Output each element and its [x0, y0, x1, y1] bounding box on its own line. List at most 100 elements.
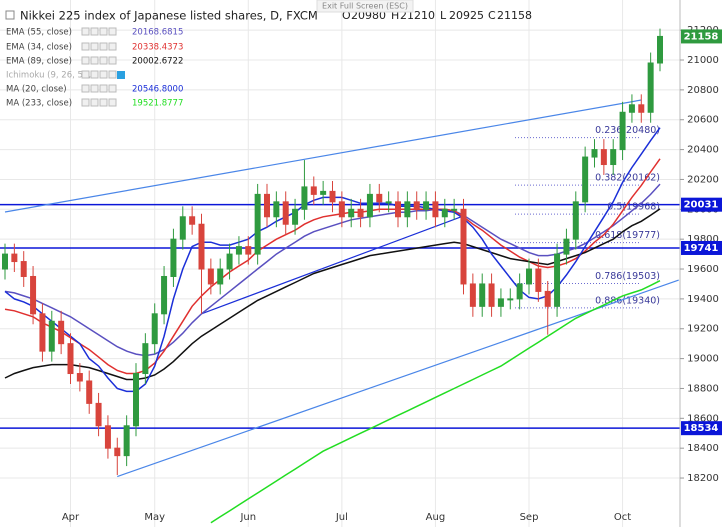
candle-body — [104, 425, 111, 449]
legend-icon[interactable] — [90, 27, 99, 36]
candle-body — [329, 190, 336, 203]
legend-name: MA (20, close) — [6, 85, 67, 95]
candle-body — [600, 149, 607, 166]
indicator-line — [4, 158, 661, 375]
legend-icon[interactable] — [90, 70, 99, 79]
candle-body — [507, 298, 514, 301]
y-tick-label: 20400 — [687, 145, 719, 156]
legend-icon[interactable] — [108, 42, 117, 51]
candle-body — [526, 268, 532, 285]
exit-fullscreen-button[interactable] — [316, 0, 414, 13]
legend-icon[interactable] — [108, 56, 117, 65]
candle-body — [151, 313, 158, 345]
ohlc-letter: H — [391, 9, 399, 22]
candle-body — [301, 186, 308, 210]
candle-body — [264, 193, 270, 218]
candle-body — [2, 253, 8, 270]
candle-body — [516, 283, 523, 300]
candle-body — [189, 216, 196, 225]
candle-body — [591, 149, 598, 158]
legend-icon[interactable] — [90, 42, 99, 51]
candle-body — [451, 208, 458, 211]
legend-icon[interactable] — [81, 56, 90, 65]
candle-body — [423, 201, 430, 210]
legend-value: 20002.6722 — [132, 57, 183, 67]
x-tick-label: Apr — [62, 512, 80, 523]
fib-label: 0.786(19503) — [595, 271, 660, 282]
candle-body — [11, 253, 18, 263]
candle-body — [657, 35, 663, 64]
legend-icon[interactable] — [81, 70, 90, 79]
price-tag — [681, 240, 722, 255]
fib-label: 0.5(19968) — [607, 202, 660, 213]
candle-body — [582, 156, 589, 203]
candle-body — [123, 425, 130, 457]
indicator-line — [4, 208, 661, 381]
candle-body — [292, 208, 299, 225]
candle-body — [133, 373, 139, 427]
legend-icon[interactable] — [81, 42, 90, 51]
y-tick-label: 19400 — [687, 294, 719, 305]
ohlc-letter: C — [488, 9, 496, 22]
legend-value: 20338.4373 — [132, 43, 183, 53]
x-tick-label: Sep — [520, 512, 539, 523]
legend-icon[interactable] — [99, 98, 108, 107]
candle-body — [554, 253, 561, 307]
price-tag-label: 20031 — [684, 200, 719, 211]
candle-body — [497, 298, 504, 307]
candle-body — [282, 201, 289, 225]
candle-body — [320, 190, 327, 195]
legend-icon[interactable] — [99, 84, 108, 93]
legend-icon[interactable] — [108, 84, 117, 93]
legend-icon[interactable] — [99, 70, 108, 79]
legend-icon[interactable] — [81, 27, 90, 36]
y-tick-label: 21000 — [687, 55, 719, 66]
y-tick-label: 20600 — [687, 115, 719, 126]
candle-body — [338, 201, 345, 218]
ohlc-value: 20925 — [449, 9, 484, 22]
y-tick-label: 18800 — [687, 383, 719, 394]
candle-body — [441, 208, 448, 218]
candle-body — [376, 193, 383, 203]
legend-icon[interactable] — [90, 84, 99, 93]
legend-icon[interactable] — [81, 84, 90, 93]
y-tick-label: 19800 — [687, 234, 719, 245]
ohlc-letter: L — [440, 9, 447, 22]
legend-icon[interactable] — [81, 98, 90, 107]
candle-body — [235, 246, 242, 255]
legend-icon[interactable] — [108, 98, 117, 107]
legend-icon[interactable] — [108, 70, 117, 79]
y-tick-label: 19600 — [687, 264, 719, 275]
legend-icon[interactable] — [99, 27, 108, 36]
candle-body — [217, 268, 224, 285]
price-tag-label: 21158 — [684, 31, 719, 42]
x-tick-label: Aug — [426, 512, 446, 523]
legend-icon[interactable] — [90, 98, 99, 107]
candle-body — [30, 275, 37, 315]
y-tick-label: 18600 — [687, 413, 719, 424]
fib-label: 0.236(20480) — [595, 125, 660, 136]
legend-icon[interactable] — [99, 42, 108, 51]
candle-body — [48, 320, 55, 352]
price-tag-label: 18534 — [684, 423, 719, 434]
legend-icon[interactable] — [99, 56, 108, 65]
candle-body — [638, 104, 645, 113]
candle-body — [535, 268, 542, 292]
candle-body — [563, 238, 570, 255]
candle-body — [20, 261, 27, 277]
x-tick-label: Jun — [239, 512, 256, 523]
exit-fullscreen-text[interactable]: Exit Full Screen (ESC) — [322, 2, 408, 11]
y-tick-label: 20200 — [687, 174, 719, 185]
legend-icon[interactable] — [90, 56, 99, 65]
candle-body — [179, 216, 186, 240]
candle-body — [413, 201, 420, 210]
legend-icon[interactable] — [108, 27, 117, 36]
chart-title: Nikkei 225 index of Japanese listed shar… — [20, 9, 318, 23]
candle-body — [479, 283, 486, 307]
candle-body — [161, 275, 168, 315]
candle-body — [469, 283, 476, 307]
candle-body — [647, 62, 654, 113]
legend-icon-active[interactable] — [117, 71, 125, 79]
